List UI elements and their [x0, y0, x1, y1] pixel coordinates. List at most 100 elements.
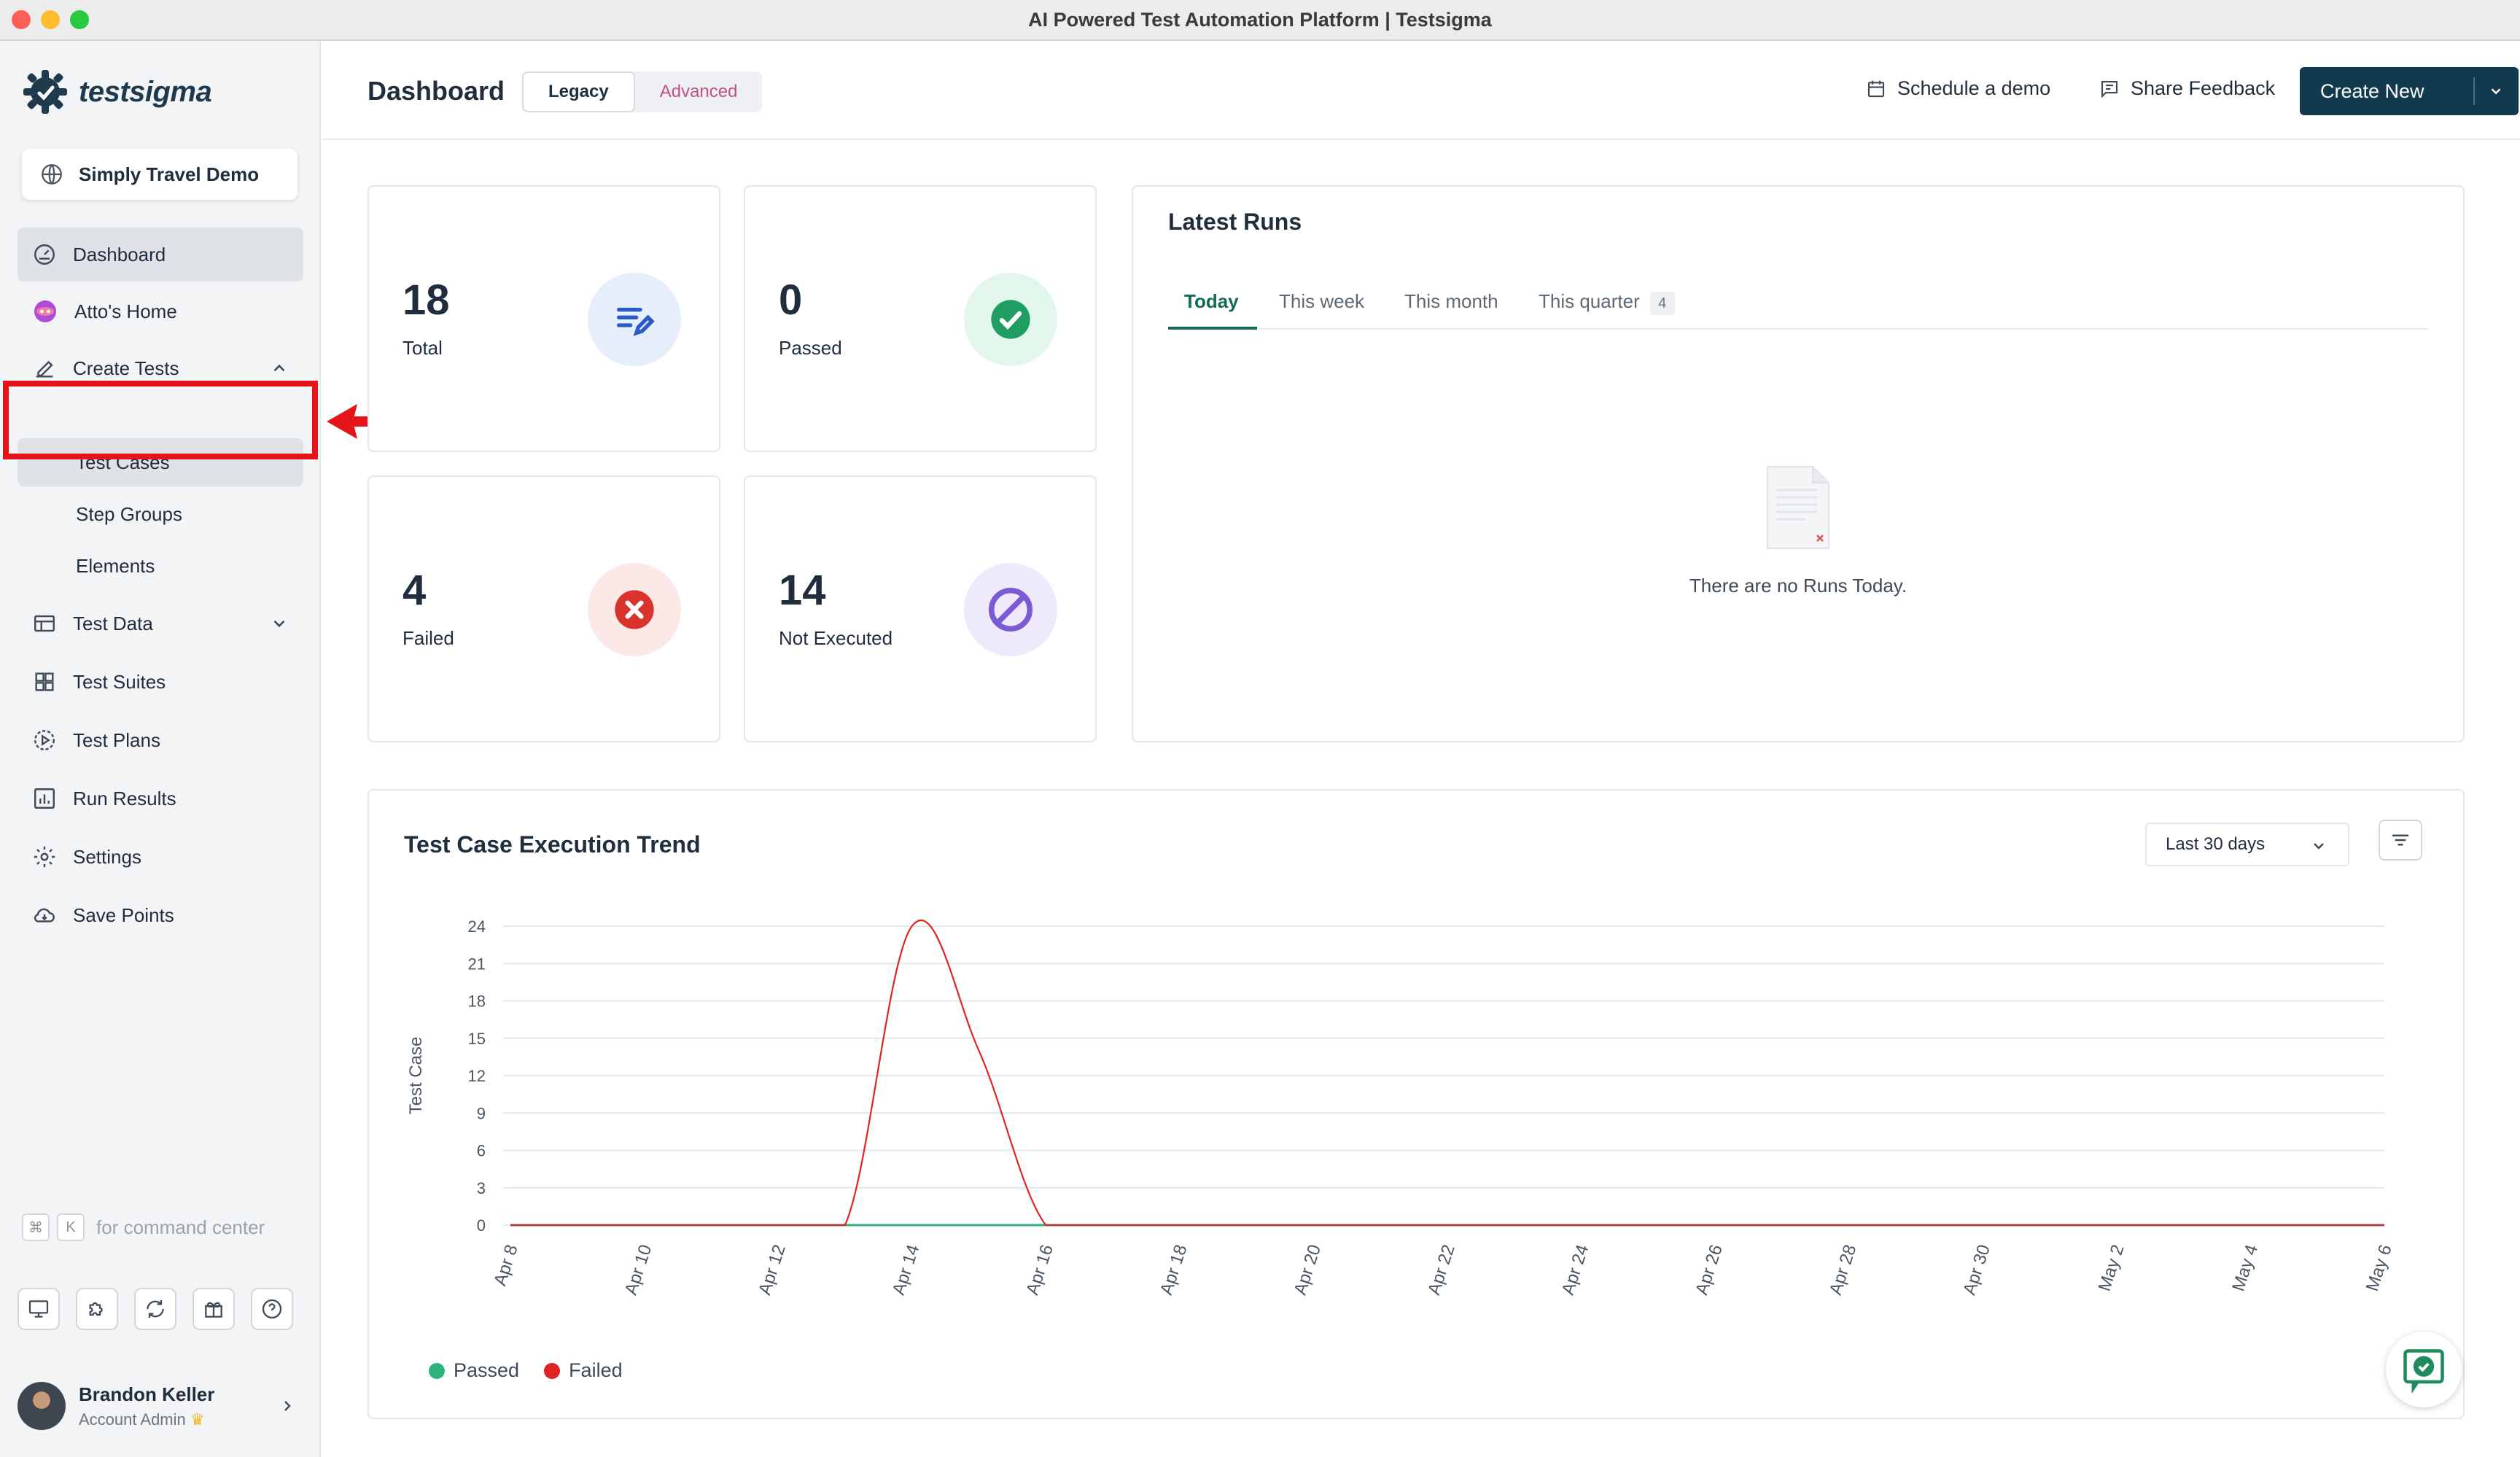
- blocked-icon: [988, 587, 1033, 632]
- chevron-down-icon[interactable]: [270, 614, 289, 633]
- series-line-failed: [510, 919, 2384, 1227]
- stat-card-not-executed[interactable]: 14 Not Executed: [744, 475, 1097, 742]
- date-range-select[interactable]: Last 30 days: [2145, 823, 2349, 866]
- maximize-window-button[interactable]: [70, 10, 89, 29]
- active-tab-indicator: [1168, 327, 1257, 330]
- y-tick-label: 9: [477, 1104, 486, 1122]
- x-tick-label: Apr 22: [1424, 1243, 1459, 1298]
- stat-card-total[interactable]: 18 Total: [368, 185, 720, 452]
- x-tick-label: Apr 14: [889, 1243, 924, 1298]
- stat-icon-wrap: [964, 563, 1057, 656]
- latest-runs-title: Latest Runs: [1168, 209, 1302, 235]
- sidebar-item-test-suites[interactable]: Test Suites: [18, 655, 303, 709]
- support-chat-button[interactable]: [2386, 1332, 2462, 1407]
- sidebar-item-test-plans[interactable]: Test Plans: [18, 713, 303, 767]
- stat-card-failed[interactable]: 4 Failed: [368, 475, 720, 742]
- user-role: Account Admin ♛: [79, 1410, 205, 1429]
- sidebar: testsigma Simply Travel Demo Dashboard A…: [0, 41, 321, 1457]
- command-center-hint[interactable]: ⌘ K for command center: [22, 1213, 265, 1241]
- tab-this-month[interactable]: This month: [1404, 290, 1498, 312]
- sidebar-item-elements[interactable]: Elements: [76, 554, 155, 577]
- sidebar-item-step-groups[interactable]: Step Groups: [76, 502, 182, 525]
- table-icon: [34, 615, 55, 632]
- grid-icon: [35, 672, 54, 691]
- x-tick-label: Apr 24: [1558, 1243, 1593, 1298]
- stat-card-passed[interactable]: 0 Passed: [744, 185, 1097, 452]
- stat-value: 0: [779, 276, 803, 324]
- help-icon: [262, 1299, 282, 1319]
- legend-item-failed[interactable]: Failed: [544, 1359, 623, 1382]
- create-new-button[interactable]: Create New: [2300, 67, 2519, 115]
- sidebar-item-label: Test Data: [73, 612, 153, 634]
- share-feedback-label: Share Feedback: [2131, 77, 2276, 99]
- stat-icon-wrap: [588, 273, 681, 366]
- gear-icon: [34, 846, 55, 868]
- sidebar-item-run-results[interactable]: Run Results: [18, 772, 303, 825]
- tab-today[interactable]: Today: [1184, 290, 1239, 312]
- chart-filter-button[interactable]: [2379, 820, 2422, 860]
- sidebar-item-save-points[interactable]: Save Points: [18, 888, 303, 942]
- close-window-button[interactable]: [12, 10, 31, 29]
- window-title: AI Powered Test Automation Platform | Te…: [1028, 9, 1492, 31]
- project-switcher[interactable]: Simply Travel Demo: [22, 149, 298, 200]
- schedule-demo-label: Schedule a demo: [1897, 77, 2051, 99]
- sidebar-item-test-data[interactable]: Test Data: [18, 597, 303, 650]
- x-tick-label: Apr 20: [1291, 1243, 1326, 1298]
- filter-icon: [2392, 834, 2409, 846]
- user-profile[interactable]: Brandon Keller Account Admin ♛: [18, 1369, 303, 1442]
- sidebar-item-attos-home[interactable]: Atto's Home: [18, 284, 303, 338]
- cmd-key: ⌘: [22, 1213, 50, 1241]
- x-tick-label: Apr 16: [1022, 1243, 1057, 1298]
- legend-item-passed[interactable]: Passed: [429, 1359, 519, 1382]
- legacy-toggle-button[interactable]: Legacy: [522, 71, 635, 112]
- sidebar-item-create-tests[interactable]: Create Tests: [18, 341, 303, 395]
- chevron-up-icon[interactable]: [270, 359, 289, 378]
- list-edit-icon: [617, 308, 655, 336]
- sidebar-item-label: Create Tests: [73, 357, 179, 379]
- chart-title: Test Case Execution Trend: [404, 831, 701, 858]
- stat-icon-wrap: [964, 273, 1057, 366]
- page-title: Dashboard: [368, 76, 505, 106]
- whats-new-button[interactable]: [192, 1288, 235, 1330]
- user-name: Brandon Keller: [79, 1383, 215, 1405]
- y-tick-label: 15: [468, 1030, 486, 1048]
- empty-state-message: There are no Runs Today.: [1689, 575, 1908, 597]
- sync-button[interactable]: [134, 1288, 176, 1330]
- advanced-toggle-button[interactable]: Advanced: [659, 82, 738, 101]
- calendar-icon: [1867, 80, 1885, 97]
- check-circle-icon: [991, 300, 1030, 339]
- latest-runs-panel: Latest Runs Today This week This month T…: [1132, 185, 2465, 742]
- globe-icon: [42, 164, 62, 184]
- y-tick-label: 18: [468, 992, 486, 1011]
- chat-bot-icon: [2403, 1349, 2444, 1394]
- stat-icon-wrap: [588, 563, 681, 656]
- remote-desktop-button[interactable]: [18, 1288, 60, 1330]
- stat-value: 14: [779, 567, 826, 614]
- minimize-window-button[interactable]: [41, 10, 60, 29]
- stat-label: Failed: [402, 627, 454, 649]
- sidebar-item-settings[interactable]: Settings: [18, 830, 303, 884]
- avatar: [18, 1382, 66, 1430]
- x-circle-icon: [615, 590, 654, 629]
- sidebar-item-test-cases[interactable]: Test Cases: [18, 438, 303, 486]
- tab-this-week[interactable]: This week: [1279, 290, 1365, 312]
- stat-label: Total: [402, 337, 443, 359]
- count-badge: 4: [1649, 292, 1675, 315]
- empty-document-icon: [1767, 466, 1829, 549]
- x-tick-label: Apr 12: [755, 1243, 790, 1298]
- x-tick-label: Apr 8: [490, 1243, 521, 1289]
- x-tick-label: May 4: [2228, 1243, 2262, 1294]
- x-tick-label: Apr 18: [1156, 1243, 1191, 1298]
- sidebar-item-dashboard[interactable]: Dashboard: [18, 228, 303, 281]
- help-button[interactable]: [251, 1288, 293, 1330]
- date-range-value: Last 30 days: [2166, 834, 2266, 854]
- share-feedback-button[interactable]: Share Feedback: [2099, 77, 2275, 100]
- sidebar-item-label: Settings: [73, 845, 141, 868]
- sidebar-item-label: Test Suites: [73, 670, 166, 693]
- x-tick-label: Apr 30: [1959, 1243, 1994, 1298]
- chevron-down-icon[interactable]: [2488, 83, 2504, 99]
- addons-button[interactable]: [76, 1288, 118, 1330]
- schedule-demo-button[interactable]: Schedule a demo: [1865, 77, 2050, 100]
- tab-this-quarter[interactable]: This quarter 4: [1539, 290, 1675, 315]
- logo[interactable]: testsigma: [22, 66, 212, 118]
